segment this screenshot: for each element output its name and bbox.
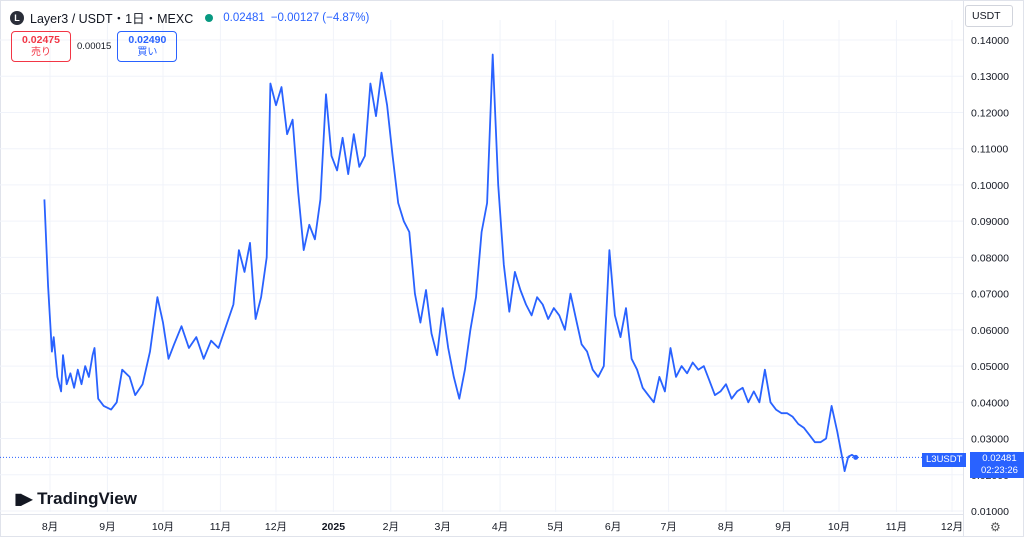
y-tick-label: 0.04000 xyxy=(971,397,1009,409)
x-tick-label: 9月 xyxy=(775,521,791,533)
y-tick-label: 0.01000 xyxy=(971,506,1009,518)
sell-button[interactable]: 0.02475 売り xyxy=(11,31,71,62)
price-series-line xyxy=(43,53,857,473)
y-tick-label: 0.08000 xyxy=(971,252,1009,264)
x-tick-label: 2月 xyxy=(383,521,399,533)
x-tick-label: 10月 xyxy=(828,521,850,533)
y-tick-label: 0.06000 xyxy=(971,325,1009,337)
sell-label: 売り xyxy=(31,47,51,58)
y-tick-label: 0.07000 xyxy=(971,289,1009,301)
price-change: −0.00127 (−4.87%) xyxy=(270,11,370,24)
x-tick-label: 10月 xyxy=(152,521,174,533)
x-tick-label: 11月 xyxy=(886,521,907,533)
x-tick-label: 6月 xyxy=(605,521,621,533)
y-tick-label: 0.13000 xyxy=(971,71,1009,83)
buy-button[interactable]: 0.02490 買い xyxy=(117,31,178,62)
buy-label: 買い xyxy=(137,47,158,58)
x-tick-label: 8月 xyxy=(42,521,58,533)
tradingview-logo[interactable]: ▮▶ TradingView xyxy=(14,489,137,509)
x-tick-label: 11月 xyxy=(210,521,231,533)
x-tick-label: 2025 xyxy=(322,521,346,533)
current-price: 0.02481 xyxy=(982,453,1017,464)
buy-price: 0.02490 xyxy=(128,34,167,46)
x-tick-label: 5月 xyxy=(547,521,563,533)
current-price-tag: 0.02481 02:23:26 xyxy=(970,452,1024,478)
y-tick-label: 0.09000 xyxy=(971,216,1009,228)
y-tick-label: 0.12000 xyxy=(971,107,1009,119)
price-scale-label: L3USDT 0.02481 02:23:26 xyxy=(922,452,1024,478)
tradingview-wordmark: TradingView xyxy=(37,489,137,508)
x-tick-label: 8月 xyxy=(718,521,734,533)
x-tick-label: 3月 xyxy=(434,521,450,533)
last-price: 0.02481 xyxy=(223,11,265,24)
bar-countdown: 02:23:26 xyxy=(980,465,1018,476)
y-tick-label: 0.05000 xyxy=(971,361,1009,373)
last-price-marker xyxy=(853,454,859,460)
y-tick-label: 0.11000 xyxy=(971,144,1008,156)
market-open-icon xyxy=(205,13,214,22)
y-tick-label: 0.10000 xyxy=(971,180,1009,192)
tradingview-mark-icon: ▮▶ xyxy=(14,491,33,508)
x-tick-label: 12月 xyxy=(941,521,963,533)
currency-selector[interactable]: USDT xyxy=(965,5,1013,27)
y-tick-label: 0.03000 xyxy=(971,434,1009,446)
symbol-tag: L3USDT xyxy=(922,453,967,467)
trade-row: 0.02475 売り 0.00015 0.02490 買い xyxy=(11,31,178,62)
symbol-logo-icon: L xyxy=(10,10,24,25)
x-tick-label: 12月 xyxy=(265,521,287,533)
x-tick-label: 4月 xyxy=(492,521,508,533)
x-tick-label: 7月 xyxy=(660,521,676,533)
chart-header: L Layer3 / USDT・1日・MEXC 0.02481 −0.00127… xyxy=(10,8,369,27)
gear-icon[interactable]: ⚙ xyxy=(990,520,1001,534)
sell-price: 0.02475 xyxy=(22,34,60,46)
y-tick-label: 0.14000 xyxy=(971,35,1009,47)
x-tick-label: 9月 xyxy=(99,521,115,533)
spread-value: 0.00015 xyxy=(77,41,112,52)
currency-label: USDT xyxy=(972,10,1001,22)
symbol-title[interactable]: Layer3 / USDT・1日・MEXC xyxy=(30,12,194,26)
